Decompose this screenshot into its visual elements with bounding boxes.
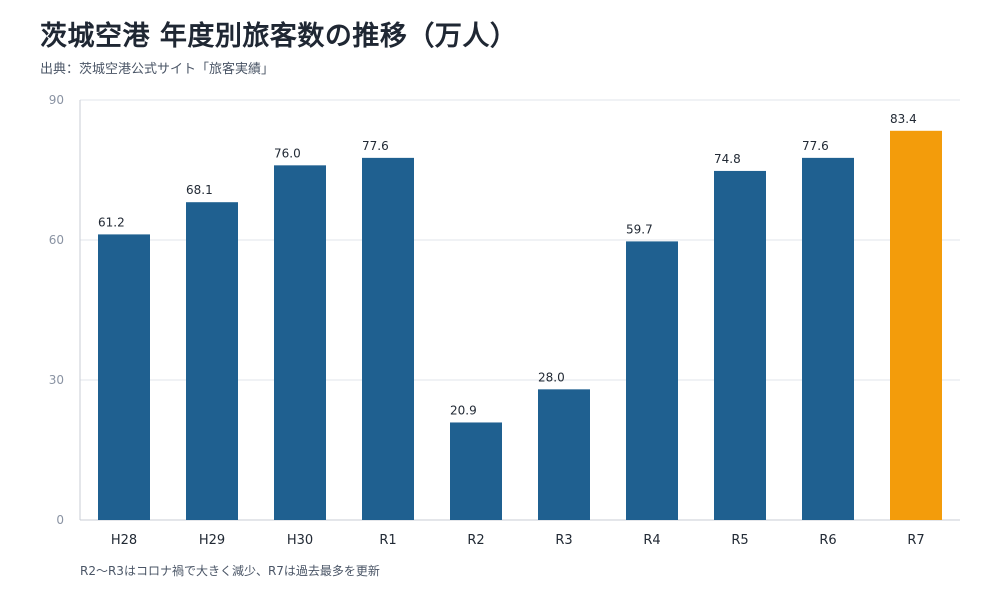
bar-r2 [450,422,502,520]
data-label: 76.0 [274,146,301,160]
data-label: 59.7 [626,222,653,236]
x-tick-label: H30 [287,533,313,548]
chart-title: 茨城空港 年度別旅客数の推移（万人） [40,21,518,52]
x-tick-label: H28 [111,533,137,548]
bar-r3 [538,389,590,520]
y-tick-label: 0 [56,513,64,527]
y-tick-label: 60 [49,233,64,247]
bar-r5 [714,170,766,520]
x-tick-label: R7 [907,533,924,548]
bars [98,130,942,521]
data-label: 20.9 [450,403,477,417]
x-tick-label: R2 [467,533,484,548]
x-tick-label: R6 [819,533,836,548]
x-tick-label: H29 [199,533,225,548]
x-tick-label: R3 [555,533,572,548]
bar-h30 [274,165,326,521]
x-tick-label: R1 [379,533,396,548]
data-label: 68.1 [186,183,213,197]
x-axis-ticks: H28 H29 H30 R1 R2 R3 R4 R5 R6 R7 [111,533,925,548]
data-label: 61.2 [98,215,125,229]
bar-r7 [890,130,942,521]
bar-r4 [626,241,678,520]
data-label: 74.8 [714,152,741,166]
chart-source: 出典：茨城空港公式サイト「旅客実績」 [40,62,275,77]
data-label: 83.4 [890,112,917,126]
y-tick-label: 90 [49,93,64,107]
bar-r1 [362,157,414,520]
bar-h29 [186,202,238,520]
data-labels: 61.2 68.1 76.0 77.6 20.9 28.0 59.7 74.8 77.6 83.4 [98,112,917,418]
chart-footnote: R2〜R3はコロナ禍で大きく減少、R7は過去最多を更新 [80,564,380,578]
bar-r6 [802,157,854,520]
data-label: 77.6 [802,139,829,153]
x-tick-label: R4 [643,533,660,548]
bar-h28 [98,234,150,520]
y-axis-ticks: 0 30 60 90 [49,93,64,527]
x-tick-label: R5 [731,533,748,548]
data-label: 28.0 [538,370,565,384]
y-tick-label: 30 [49,373,64,387]
data-label: 77.6 [362,139,389,153]
